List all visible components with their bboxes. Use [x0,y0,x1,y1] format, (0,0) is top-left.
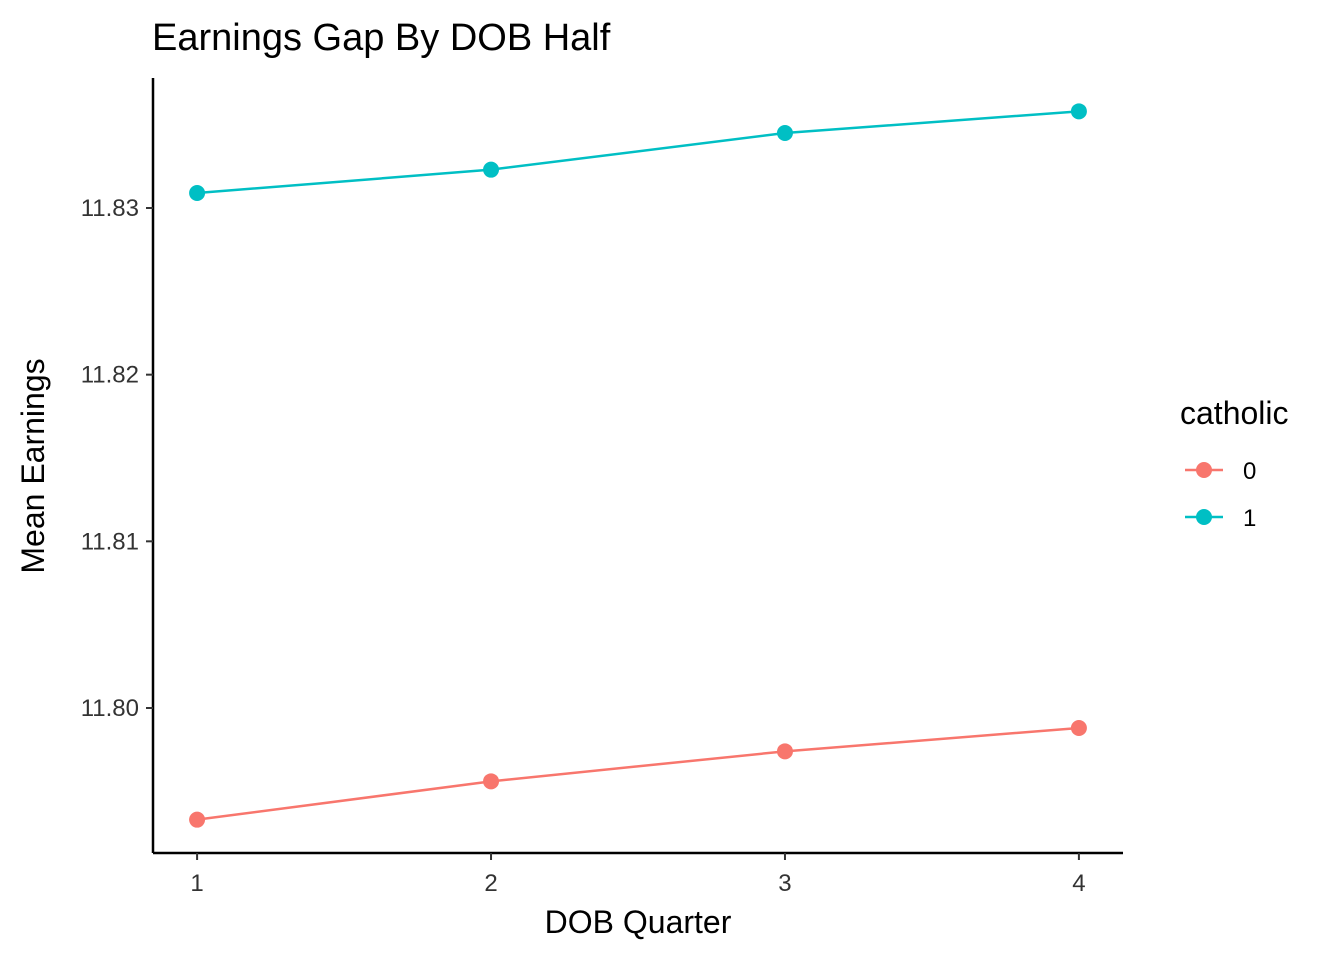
legend-item: 1 [1185,505,1256,532]
data-point [189,185,206,201]
y-tick-label: 11.82 [81,362,139,389]
legend-label: 1 [1243,505,1256,532]
y-tick-label: 11.80 [81,695,139,722]
x-axis-ticks: 1 2 3 4 [190,853,1086,897]
series-line [196,110,1080,195]
chart-title: Earnings Gap By DOB Half [152,17,611,59]
data-point [1070,103,1087,120]
y-axis-ticks: 11.80 11.81 11.82 11.83 [81,195,153,722]
data-point [483,161,500,178]
legend-label: 0 [1243,458,1256,485]
x-tick-label: 2 [484,870,497,897]
y-tick-label: 11.83 [81,195,139,222]
series-0 [189,720,1087,828]
series-1 [189,103,1087,201]
x-tick-label: 3 [778,870,791,897]
x-tick-label: 1 [190,870,203,897]
data-point [483,773,500,790]
x-axis-title: DOB Quarter [545,904,732,940]
plot-area: 11.80 11.81 11.82 11.83 1 2 3 4 [81,78,1123,897]
legend-items: 01 [1185,458,1256,532]
data-point [1070,720,1087,736]
legend-title: catholic [1180,395,1289,431]
legend-item: 0 [1185,458,1256,485]
y-tick-label: 11.81 [81,528,139,555]
legend-key-point [1196,509,1212,525]
series-line [196,726,1080,821]
data-point [776,743,793,760]
y-axis-title: Mean Earnings [15,358,51,573]
data-point [776,125,793,141]
x-tick-label: 4 [1072,870,1085,897]
legend-key-point [1196,462,1212,478]
data-point [189,811,206,828]
legend: catholic 01 [1180,395,1289,532]
series-layer [189,103,1087,828]
